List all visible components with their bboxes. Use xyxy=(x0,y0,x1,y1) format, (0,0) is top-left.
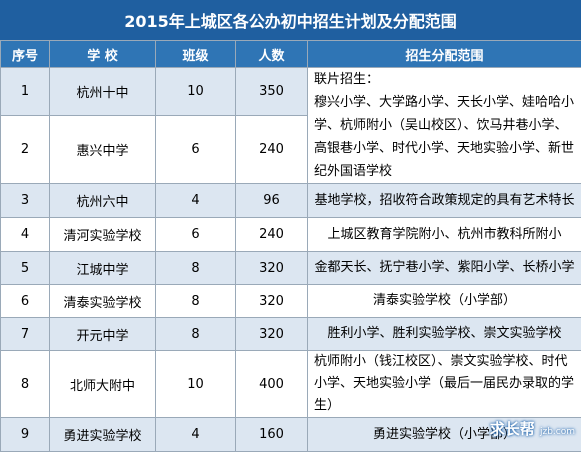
row-classes: 8 xyxy=(156,318,236,351)
page-title: 2015年上城区各公办初中招生计划及分配范围 xyxy=(0,0,581,40)
row-no: 5 xyxy=(1,252,50,285)
row-school: 杭州六中 xyxy=(50,184,156,218)
row-classes: 10 xyxy=(156,68,236,116)
row-no: 1 xyxy=(1,68,50,116)
header-no: 序号 xyxy=(1,41,50,68)
watermark-sub: jzb.com xyxy=(540,427,575,437)
row-people: 160 xyxy=(236,418,308,452)
row-school: 开元中学 xyxy=(50,318,156,351)
row-range: 金都天长、抚宁巷小学、紫阳小学、长桥小学 xyxy=(308,252,581,285)
row-school: 杭州十中 xyxy=(50,68,156,116)
row-no: 4 xyxy=(1,218,50,252)
row-classes: 4 xyxy=(156,184,236,218)
header-people: 人数 xyxy=(236,41,308,68)
row-school: 清河实验学校 xyxy=(50,218,156,252)
row-people: 240 xyxy=(236,116,308,184)
table-row: 6 清泰实验学校 8 320 清泰实验学校（小学部） xyxy=(1,285,581,318)
row-school: 江城中学 xyxy=(50,252,156,285)
row-range: 基地学校，招收符合政策规定的具有艺术特长 xyxy=(308,184,581,218)
site-watermark: 求长帮 jzb.com xyxy=(490,418,575,439)
row-range: 胜利小学、胜利实验学校、崇文实验学校 xyxy=(308,318,581,351)
row-classes: 6 xyxy=(156,218,236,252)
row-classes: 8 xyxy=(156,285,236,318)
row-people: 96 xyxy=(236,184,308,218)
row-no: 2 xyxy=(1,116,50,184)
table-row: 7 开元中学 8 320 胜利小学、胜利实验学校、崇文实验学校 xyxy=(1,318,581,351)
row-school: 勇进实验学校 xyxy=(50,418,156,452)
enrollment-table: 序号 学 校 班级 人数 招生分配范围 1 杭州十中 10 350 联片招生： … xyxy=(0,40,581,452)
merged-range-cell: 联片招生： 穆兴小学、大学路小学、天长小学、娃哈哈小学、杭师附小（吴山校区）、饮… xyxy=(308,68,581,184)
row-classes: 8 xyxy=(156,252,236,285)
row-classes: 4 xyxy=(156,418,236,452)
header-classes: 班级 xyxy=(156,41,236,68)
row-people: 320 xyxy=(236,285,308,318)
row-range: 上城区教育学院附小、杭州市教科所附小 xyxy=(308,218,581,252)
row-no: 6 xyxy=(1,285,50,318)
table-row: 1 杭州十中 10 350 联片招生： 穆兴小学、大学路小学、天长小学、娃哈哈小… xyxy=(1,68,581,116)
row-people: 320 xyxy=(236,252,308,285)
merged-range-text: 联片招生： 穆兴小学、大学路小学、天长小学、娃哈哈小学、杭师附小（吴山校区）、饮… xyxy=(314,68,577,183)
header-school: 学 校 xyxy=(50,41,156,68)
row-people: 400 xyxy=(236,351,308,418)
row-school: 清泰实验学校 xyxy=(50,285,156,318)
row-classes: 10 xyxy=(156,351,236,418)
watermark-main: 求长帮 xyxy=(490,420,535,438)
row-range: 杭师附小（钱江校区）、崇文实验学校、时代小学、天地实验小学（最后一届民办录取的学… xyxy=(308,351,581,418)
row-classes: 6 xyxy=(156,116,236,184)
row-no: 8 xyxy=(1,351,50,418)
row-people: 240 xyxy=(236,218,308,252)
table-row: 8 北师大附中 10 400 杭师附小（钱江校区）、崇文实验学校、时代小学、天地… xyxy=(1,351,581,418)
row-people: 320 xyxy=(236,318,308,351)
table-row: 5 江城中学 8 320 金都天长、抚宁巷小学、紫阳小学、长桥小学 xyxy=(1,252,581,285)
row-no: 7 xyxy=(1,318,50,351)
table-row: 4 清河实验学校 6 240 上城区教育学院附小、杭州市教科所附小 xyxy=(1,218,581,252)
row-people: 350 xyxy=(236,68,308,116)
row-range: 清泰实验学校（小学部） xyxy=(308,285,581,318)
row-no: 9 xyxy=(1,418,50,452)
row-school: 惠兴中学 xyxy=(50,116,156,184)
table-header-row: 序号 学 校 班级 人数 招生分配范围 xyxy=(1,41,581,68)
table-row: 3 杭州六中 4 96 基地学校，招收符合政策规定的具有艺术特长 xyxy=(1,184,581,218)
row-no: 3 xyxy=(1,184,50,218)
row-school: 北师大附中 xyxy=(50,351,156,418)
header-range: 招生分配范围 xyxy=(308,41,581,68)
